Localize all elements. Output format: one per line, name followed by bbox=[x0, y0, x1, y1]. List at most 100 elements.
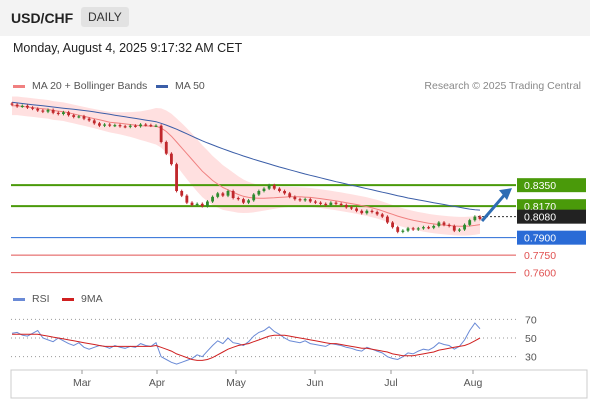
resistance-label-0.8350: 0.8350 bbox=[524, 180, 556, 192]
bollinger-band-area bbox=[12, 96, 480, 236]
candle-body bbox=[36, 108, 40, 111]
candle-body bbox=[437, 222, 441, 226]
candle-body bbox=[113, 125, 117, 127]
candle-body bbox=[123, 126, 127, 128]
candle-body bbox=[365, 210, 369, 214]
candle-body bbox=[15, 104, 19, 107]
candles bbox=[10, 102, 482, 234]
candle-body bbox=[458, 229, 461, 231]
candle-body bbox=[427, 227, 430, 229]
candle-body bbox=[82, 116, 86, 119]
candle-body bbox=[283, 191, 286, 194]
month-label: Mar bbox=[73, 377, 92, 389]
month-label: Apr bbox=[149, 377, 166, 389]
candle-body bbox=[200, 203, 204, 207]
candle-body bbox=[216, 193, 220, 197]
month-label: Jun bbox=[307, 377, 324, 389]
candle-body bbox=[360, 210, 364, 214]
rsi-tick-label: 30 bbox=[525, 352, 537, 364]
ma20-line bbox=[12, 105, 481, 227]
candle-body bbox=[226, 191, 230, 196]
candle-body bbox=[67, 112, 70, 116]
candle-body bbox=[298, 199, 302, 201]
candle-body bbox=[406, 228, 410, 231]
candle-body bbox=[242, 199, 245, 203]
candle-body bbox=[10, 103, 14, 105]
candle-body bbox=[195, 203, 199, 206]
candle-body bbox=[72, 115, 76, 117]
candle-body bbox=[267, 185, 271, 189]
candle-body bbox=[396, 227, 400, 232]
candle-body bbox=[206, 201, 209, 207]
candle-body bbox=[324, 203, 328, 206]
candle-body bbox=[92, 120, 96, 124]
candle-body bbox=[98, 123, 101, 126]
candle-body bbox=[118, 125, 122, 127]
candle-body bbox=[134, 125, 137, 127]
rsi-ma-legend-swatch bbox=[62, 298, 74, 301]
candle-body bbox=[77, 116, 81, 118]
candle-body bbox=[272, 185, 276, 189]
pivot-box-0.7900 bbox=[517, 230, 586, 245]
candle-body bbox=[375, 212, 379, 215]
ma20-legend-swatch bbox=[13, 85, 25, 88]
candle-body bbox=[252, 194, 256, 201]
candle-body bbox=[468, 220, 472, 225]
month-label: Aug bbox=[464, 377, 483, 389]
candle-body bbox=[478, 216, 482, 219]
timeframe-button[interactable]: DAILY bbox=[81, 7, 129, 27]
candle-body bbox=[278, 188, 281, 191]
candle-body bbox=[128, 125, 132, 127]
candle-body bbox=[149, 125, 153, 127]
arrow-shaft bbox=[480, 192, 508, 222]
rsi-ma-legend-label: 9MA bbox=[81, 293, 103, 305]
candle-body bbox=[175, 164, 178, 191]
time-axis: Mar Apr May Jun Jul Aug bbox=[10, 369, 588, 399]
candle-body bbox=[144, 124, 148, 126]
candle-body bbox=[262, 188, 266, 191]
support-label-0.7600: 0.7600 bbox=[524, 268, 556, 280]
candle-body bbox=[41, 110, 45, 112]
credit-label: Research © 2025 Trading Central bbox=[424, 80, 581, 92]
candle-body bbox=[288, 193, 292, 197]
candle-body bbox=[416, 228, 420, 230]
candle-body bbox=[231, 191, 235, 198]
candle-body bbox=[159, 125, 163, 142]
support-label-0.7750: 0.7750 bbox=[524, 250, 556, 262]
candle-body bbox=[473, 216, 477, 221]
arrow-head bbox=[499, 188, 512, 201]
candle-body bbox=[154, 125, 158, 127]
candle-body bbox=[442, 222, 446, 225]
resistance-box-0.8350 bbox=[517, 178, 586, 193]
candle-body bbox=[180, 191, 184, 196]
candle-body bbox=[422, 227, 425, 229]
candle-body bbox=[447, 224, 451, 227]
rsi-ma-line bbox=[12, 333, 481, 361]
candle-body bbox=[247, 200, 250, 203]
candle-body bbox=[170, 153, 173, 165]
candle-body bbox=[62, 112, 65, 114]
month-label: Jul bbox=[384, 377, 397, 389]
candle-body bbox=[164, 142, 168, 154]
level-lines bbox=[11, 184, 516, 274]
moving-averages bbox=[11, 101, 481, 227]
candle-body bbox=[257, 191, 261, 195]
candle-body bbox=[211, 196, 214, 202]
rsi-legend-label: RSI bbox=[32, 293, 50, 305]
candle-body bbox=[380, 214, 384, 217]
candle-body bbox=[56, 112, 60, 115]
candle-body bbox=[350, 207, 353, 209]
candle-body bbox=[26, 105, 29, 108]
candle-body bbox=[236, 198, 240, 200]
rsi-legend-swatch bbox=[13, 298, 25, 301]
candle-body bbox=[87, 118, 91, 121]
candle-body bbox=[344, 205, 348, 208]
candle-body bbox=[108, 124, 112, 126]
bollinger-bands bbox=[12, 96, 480, 236]
rsi-panel: 70 50 30 bbox=[11, 314, 537, 365]
candle-body bbox=[185, 195, 189, 203]
candle-body bbox=[432, 226, 436, 228]
month-label: May bbox=[226, 377, 247, 389]
candle-body bbox=[139, 124, 142, 127]
